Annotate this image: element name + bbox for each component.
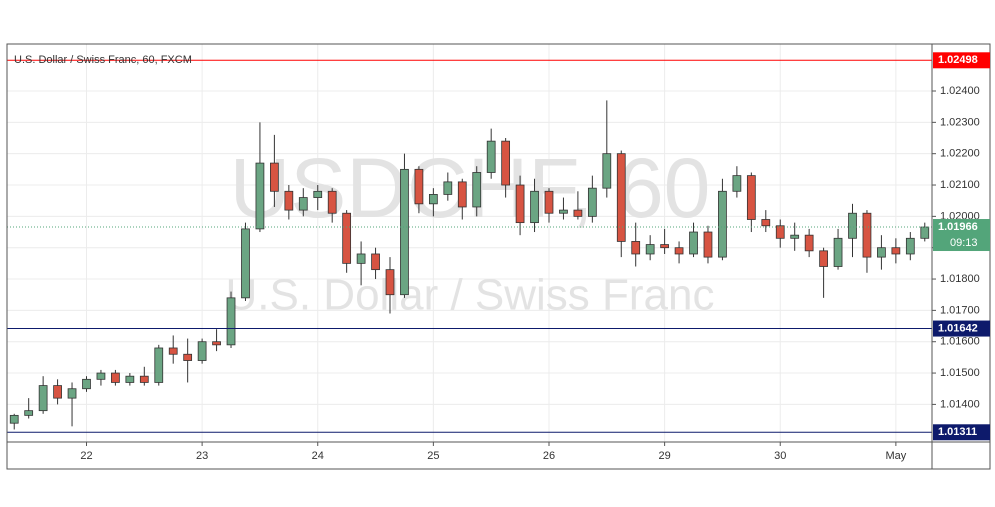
candle-body (819, 250, 828, 267)
candle-body (515, 184, 525, 224)
watermark: USDCHF, 60 (230, 141, 711, 235)
candle-body (732, 175, 742, 192)
candle-body (241, 228, 250, 299)
candle-body (428, 194, 438, 205)
candle-body (703, 231, 713, 258)
candle-body (746, 175, 756, 220)
level-label-bg (933, 52, 990, 69)
candle-body (530, 190, 539, 224)
candle-body (385, 269, 395, 296)
candle-body (414, 168, 424, 205)
candle-body (848, 212, 857, 239)
x-tick-label: May (885, 450, 906, 462)
candle-body (342, 212, 352, 264)
x-tick-label: 26 (543, 450, 555, 462)
candle-body (212, 341, 221, 346)
candle-body (298, 197, 308, 211)
candle-body (833, 237, 843, 267)
candle-body (125, 375, 135, 383)
candle-body (689, 231, 698, 255)
candle-body (284, 190, 294, 211)
candle-body (486, 140, 496, 173)
y-tick-label: 1.01700 (940, 304, 980, 316)
candle-body (53, 385, 62, 399)
candle-body (400, 168, 409, 296)
x-tick-label: 30 (774, 450, 786, 462)
watermark-subtitle: U.S. Dollar / Swiss Franc (226, 271, 715, 320)
candle-body (96, 372, 106, 380)
candle-body (457, 181, 467, 208)
candle-body (111, 372, 120, 383)
x-tick-label: 23 (196, 450, 208, 462)
candle-body (790, 234, 800, 239)
chart-title: U.S. Dollar / Swiss Franc, 60, FXCM (14, 54, 192, 66)
candle-body (472, 172, 482, 208)
y-tick-label: 1.01500 (940, 367, 980, 379)
candle-body (718, 190, 727, 258)
candle-body (573, 209, 583, 217)
candle-body (920, 226, 930, 239)
candle-body (602, 153, 612, 189)
candle-body (226, 297, 236, 346)
candle-body (197, 341, 207, 361)
candle-body (645, 244, 655, 255)
candle-body (544, 190, 554, 214)
countdown-label: 09:13 (950, 237, 978, 249)
y-tick-label: 1.02300 (940, 116, 980, 128)
candle-body (270, 162, 279, 192)
level-label: 1.01642 (938, 322, 978, 334)
candle-body (674, 247, 684, 255)
candle-body (154, 347, 164, 383)
candle-body (587, 187, 597, 217)
candle-body (559, 209, 568, 214)
last-price-bg (933, 219, 990, 252)
candle-body (501, 140, 511, 186)
candle-body (139, 375, 149, 383)
candle-body (38, 385, 48, 412)
frame (6, 43, 991, 470)
y-tick-label: 1.02200 (940, 148, 980, 160)
x-tick-label: 24 (312, 450, 324, 462)
candle-body (371, 253, 380, 271)
candle-body (313, 190, 323, 198)
level-label-bg (933, 320, 990, 337)
candle-body (660, 244, 669, 249)
y-tick-label: 1.01400 (940, 398, 980, 410)
candle-body (82, 378, 91, 390)
candle-body (443, 181, 453, 195)
y-tick-label: 1.02400 (940, 85, 980, 97)
candle-body (255, 162, 265, 230)
level-label: 1.01311 (938, 426, 977, 438)
y-tick-label: 1.02100 (940, 179, 980, 191)
candle-body (67, 388, 77, 399)
candle-body (9, 414, 19, 424)
candle-body (804, 234, 814, 252)
candle-body (631, 241, 641, 255)
candle-body (877, 247, 886, 258)
y-tick-label: 1.01600 (940, 336, 980, 348)
candle-body (616, 153, 626, 242)
last-price-label: 1.01966 (938, 221, 978, 233)
y-tick-label: 1.01800 (940, 273, 980, 285)
candle-body (168, 347, 178, 355)
candle-body (905, 237, 915, 255)
x-tick-label: 22 (80, 450, 92, 462)
candle-body (24, 410, 34, 416)
candle-body (862, 212, 872, 258)
level-label-bg (933, 424, 990, 441)
candle-body (327, 190, 337, 214)
candle-body (775, 225, 785, 239)
level-label: 1.02498 (938, 54, 978, 66)
candle-body (183, 353, 193, 361)
x-tick-label: 29 (658, 450, 670, 462)
candle-body (356, 253, 366, 264)
x-tick-label: 25 (427, 450, 439, 462)
candle-body (891, 247, 901, 255)
candle-body (761, 219, 771, 227)
